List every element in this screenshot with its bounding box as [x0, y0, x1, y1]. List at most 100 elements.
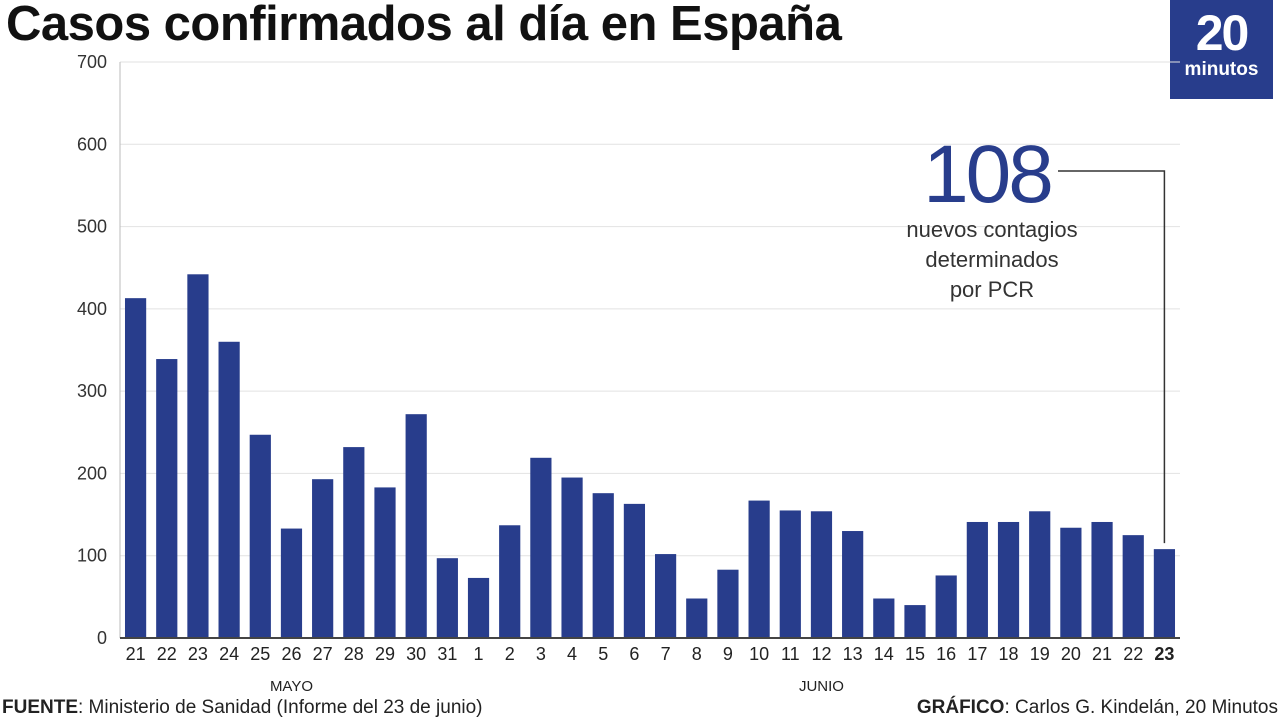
x-tick-label: 25 — [250, 644, 270, 664]
x-tick-label: 18 — [999, 644, 1019, 664]
bar — [1153, 549, 1176, 638]
bar — [1122, 535, 1144, 638]
x-tick-label: 7 — [661, 644, 671, 664]
credit-note: GRÁFICO: Carlos G. Kindelán, 20 Minutos — [917, 697, 1278, 719]
y-tick-label: 500 — [77, 217, 107, 237]
bar — [810, 511, 833, 638]
callout-text-line: nuevos contagios — [906, 217, 1077, 242]
x-tick-label: 15 — [905, 644, 925, 664]
bar — [873, 598, 895, 638]
month-label: JUNIO — [799, 678, 844, 695]
logo-word: minutos — [1184, 59, 1259, 80]
bar — [779, 510, 801, 638]
month-labels: MAYO JUNIO — [270, 678, 844, 695]
x-axis-ticks: 21 22 23 24 25 26 27 28 29 30 31 1 2 3 4 5 6 7 8 9 10 11 12 13 1… — [126, 644, 1175, 664]
callout-text-line: determinados — [925, 247, 1058, 272]
bar — [374, 487, 396, 638]
bar — [499, 525, 521, 638]
bar — [904, 605, 926, 638]
x-tick-label: 6 — [629, 644, 639, 664]
x-tick-label: 22 — [157, 644, 177, 664]
x-tick-label: 31 — [437, 644, 457, 664]
bar — [748, 500, 770, 638]
logo-number: 20 — [1195, 5, 1250, 61]
bar — [997, 521, 1020, 638]
x-tick-label: 21 — [126, 644, 146, 664]
bar — [312, 479, 334, 638]
axes — [119, 62, 1180, 639]
y-tick-label: 600 — [77, 134, 107, 154]
credit-text: : Carlos G. Kindelán, 20 Minutos — [1004, 697, 1278, 718]
bar — [530, 457, 552, 638]
y-tick-label: 700 — [77, 52, 107, 72]
x-tick-label: 1 — [474, 644, 484, 664]
y-tick-label: 300 — [77, 381, 107, 401]
bar — [1091, 521, 1113, 638]
x-tick-label: 29 — [375, 644, 395, 664]
bar — [156, 359, 178, 638]
x-tick-label: 13 — [843, 644, 863, 664]
bar — [187, 274, 209, 638]
x-tick-label: 10 — [749, 644, 769, 664]
x-tick-label: 24 — [219, 644, 239, 664]
x-tick-label: 14 — [874, 644, 894, 664]
month-label: MAYO — [270, 678, 313, 695]
bar — [717, 569, 739, 638]
x-tick-label: 23 — [188, 644, 208, 664]
x-tick-label: 4 — [567, 644, 577, 664]
gridlines — [120, 61, 1180, 557]
bar — [654, 554, 677, 638]
callout-leader-line — [1058, 170, 1166, 544]
bar — [218, 341, 240, 638]
x-tick-label: 9 — [723, 644, 733, 664]
bar — [280, 528, 303, 638]
x-tick-label: 16 — [936, 644, 956, 664]
source-note: FUENTE: Ministerio de Sanidad (Informe d… — [2, 697, 483, 719]
callout-text-line: por PCR — [950, 277, 1034, 302]
source-text: : Ministerio de Sanidad (Informe del 23 … — [78, 697, 483, 718]
bar — [592, 493, 614, 638]
bar — [623, 503, 646, 638]
bar — [436, 558, 458, 638]
bar — [405, 414, 427, 638]
y-tick-label: 0 — [97, 628, 107, 648]
bars — [124, 274, 1176, 638]
bar — [935, 575, 957, 638]
callout-value: 108 — [923, 129, 1051, 220]
x-tick-label: 3 — [536, 644, 546, 664]
x-tick-label: 2 — [505, 644, 515, 664]
credit-label: GRÁFICO — [916, 697, 1005, 718]
y-tick-label: 400 — [77, 299, 107, 319]
x-tick-label: 30 — [406, 644, 426, 664]
bar — [124, 298, 147, 638]
x-tick-label: 17 — [967, 644, 987, 664]
y-tick-label: 200 — [77, 463, 107, 483]
x-tick-label: 22 — [1123, 644, 1143, 664]
x-tick-label: 11 — [781, 644, 800, 664]
x-tick-label: 19 — [1030, 644, 1050, 664]
x-tick-label: 21 — [1092, 644, 1112, 664]
bar — [842, 531, 864, 638]
bar — [1060, 527, 1082, 638]
x-tick-label: 28 — [344, 644, 364, 664]
bar — [249, 434, 271, 638]
brand-logo: 20 minutos — [1170, 0, 1273, 99]
bar — [686, 598, 708, 638]
x-tick-label: 20 — [1061, 644, 1081, 664]
x-tick-label: 12 — [811, 644, 831, 664]
source-label: FUENTE — [2, 697, 78, 718]
bar — [966, 521, 988, 638]
x-tick-label: 23 — [1154, 644, 1174, 664]
x-tick-label: 27 — [313, 644, 333, 664]
bar — [1029, 511, 1051, 638]
bar — [467, 577, 490, 638]
bar — [561, 477, 583, 638]
bar — [343, 447, 365, 638]
y-axis-ticks: 0 100 200 300 400 500 600 700 — [77, 52, 107, 648]
y-tick-label: 100 — [77, 546, 107, 566]
x-tick-label: 26 — [281, 644, 301, 664]
x-tick-label: 5 — [598, 644, 608, 664]
chart-title: Casos confirmados al día en España — [6, 0, 842, 51]
